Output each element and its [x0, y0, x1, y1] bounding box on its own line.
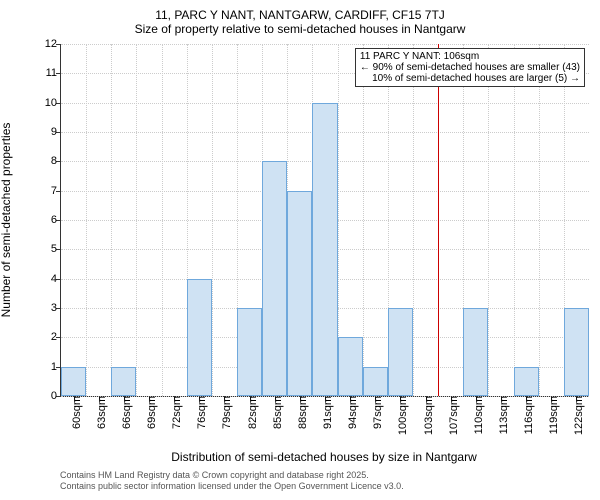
plot-area: 012345678910111260sqm63sqm66sqm69sqm72sq…: [60, 44, 589, 397]
xtick-label: 122sqm: [567, 396, 585, 435]
xtick-label: 100sqm: [391, 396, 409, 435]
ytick-label: 12: [45, 38, 61, 50]
titles: 11, PARC Y NANT, NANTGARW, CARDIFF, CF15…: [0, 0, 600, 40]
xtick-label: 91sqm: [316, 396, 334, 429]
xtick-label: 69sqm: [140, 396, 158, 429]
xtick-label: 88sqm: [291, 396, 309, 429]
ytick-label: 3: [51, 302, 61, 314]
xtick-label: 94sqm: [341, 396, 359, 429]
grid-line-v: [162, 44, 163, 396]
histogram-bar: [564, 308, 589, 396]
ytick-label: 2: [51, 331, 61, 343]
xtick-label: 79sqm: [215, 396, 233, 429]
chart-container: 11, PARC Y NANT, NANTGARW, CARDIFF, CF15…: [0, 0, 600, 500]
xtick-label: 76sqm: [190, 396, 208, 429]
grid-line-h: [61, 44, 589, 45]
footer-text: Contains HM Land Registry data © Crown c…: [60, 470, 404, 492]
xtick-label: 119sqm: [542, 396, 560, 434]
grid-line-v: [539, 44, 540, 396]
y-axis-title: Number of semi-detached properties: [0, 123, 13, 318]
ytick-label: 5: [51, 243, 61, 255]
grid-line-v: [86, 44, 87, 396]
annotation-line: ← 90% of semi-detached houses are smalle…: [360, 62, 580, 73]
xtick-label: 97sqm: [366, 396, 384, 429]
annotation-line: 11 PARC Y NANT: 106sqm: [360, 51, 580, 62]
histogram-bar: [61, 367, 86, 396]
grid-line-v: [514, 44, 515, 396]
ytick-label: 6: [51, 214, 61, 226]
histogram-bar: [463, 308, 488, 396]
histogram-bar: [363, 367, 388, 396]
grid-line-v: [413, 44, 414, 396]
histogram-bar: [287, 191, 312, 396]
ytick-label: 7: [51, 185, 61, 197]
xtick-label: 72sqm: [165, 396, 183, 429]
ytick-label: 1: [51, 361, 61, 373]
x-axis-title: Distribution of semi-detached houses by …: [171, 450, 476, 464]
ytick-label: 10: [45, 97, 61, 109]
xtick-label: 85sqm: [266, 396, 284, 429]
xtick-label: 66sqm: [115, 396, 133, 429]
grid-line-v: [488, 44, 489, 396]
xtick-label: 107sqm: [442, 396, 460, 435]
xtick-label: 82sqm: [241, 396, 259, 429]
histogram-bar: [312, 103, 337, 396]
grid-line-v: [363, 44, 364, 396]
histogram-bar: [338, 337, 363, 396]
histogram-bar: [111, 367, 136, 396]
xtick-label: 63sqm: [90, 396, 108, 429]
grid-line-v: [136, 44, 137, 396]
xtick-label: 116sqm: [517, 396, 535, 434]
histogram-bar: [237, 308, 262, 396]
xtick-label: 113sqm: [492, 396, 510, 434]
reference-line: [438, 44, 439, 396]
xtick-label: 103sqm: [417, 396, 435, 435]
histogram-bar: [514, 367, 539, 396]
footer-line-2: Contains public sector information licen…: [60, 481, 404, 492]
ytick-label: 0: [51, 390, 61, 402]
ytick-label: 8: [51, 155, 61, 167]
histogram-bar: [262, 161, 287, 396]
ytick-label: 4: [51, 273, 61, 285]
footer-line-1: Contains HM Land Registry data © Crown c…: [60, 470, 404, 481]
title-line-1: 11, PARC Y NANT, NANTGARW, CARDIFF, CF15…: [0, 8, 600, 22]
grid-line-v: [111, 44, 112, 396]
ytick-label: 11: [46, 67, 61, 79]
histogram-bar: [388, 308, 413, 396]
xtick-label: 60sqm: [65, 396, 83, 429]
title-line-2: Size of property relative to semi-detach…: [0, 22, 600, 36]
xtick-label: 110sqm: [467, 396, 485, 434]
annotation-box: 11 PARC Y NANT: 106sqm← 90% of semi-deta…: [355, 48, 585, 87]
grid-line-v: [212, 44, 213, 396]
annotation-line: 10% of semi-detached houses are larger (…: [360, 73, 580, 84]
histogram-bar: [187, 279, 212, 396]
ytick-label: 9: [51, 126, 61, 138]
